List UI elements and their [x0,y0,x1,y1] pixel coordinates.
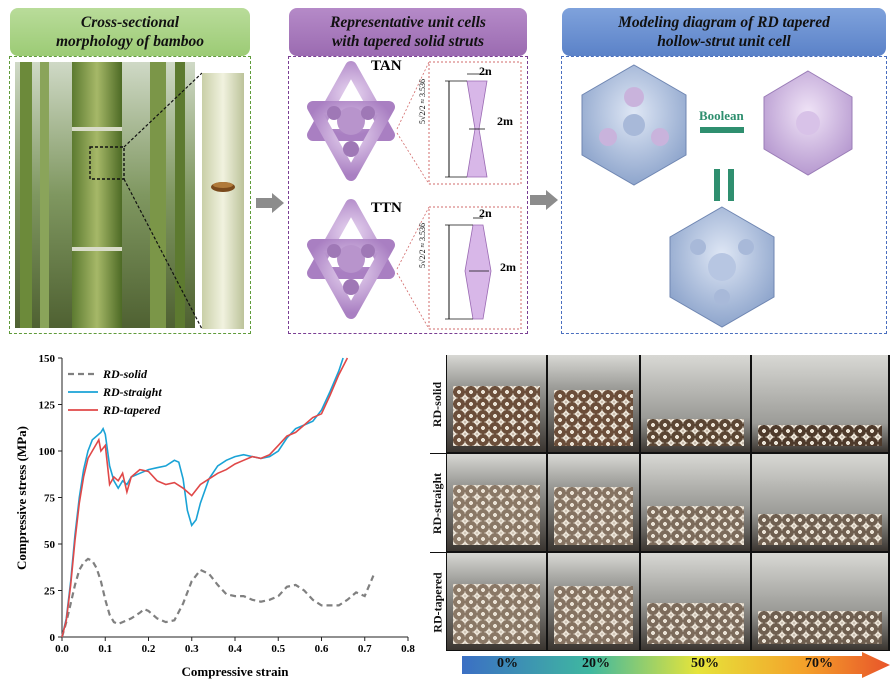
compression-photo [641,355,750,452]
specimen [554,487,633,545]
hollow-cell-outer [581,64,687,186]
arrow-right-icon [530,190,558,210]
bamboo-title-line1: Cross-sectional [80,14,180,31]
y-axis-label: Compressive stress (MPa) [14,426,29,570]
compression-photo [548,553,639,650]
compression-photo [548,355,639,452]
tan-label: TAN [371,58,402,74]
legend-label: RD-straight [102,385,162,399]
legend-label: RD-solid [102,367,148,381]
ttn-dim-2n: 2n [479,206,492,220]
unit-cells-panel-title: Representative unit cells with tapered so… [289,8,527,56]
row-label-tapered: RD-tapered [430,553,446,651]
modeling-panel-title: Modeling diagram of RD tapered hollow-str… [562,8,886,56]
bamboo-panel-title: Cross-sectional morphology of bamboo [10,8,250,56]
bamboo-panel [9,56,251,334]
unit-cells-title-line2: with tapered solid struts [331,33,484,50]
y-tick-label: 100 [39,446,56,458]
strain-label-20: 20% [582,656,610,671]
compression-photo [752,355,888,452]
series-line-rd-straight [61,357,344,638]
modeling-title-line1: Modeling diagram of RD tapered [618,14,830,31]
equals-bar-right [728,169,734,201]
ttn-label: TTN [371,200,402,216]
modeling-title-line2: hollow-strut unit cell [657,33,791,50]
x-tick-label: 0.6 [315,643,329,655]
x-tick-label: 0.1 [98,643,112,655]
strain-label-50: 50% [691,656,719,671]
strain-progress-arrow [462,652,890,678]
strain-label-70: 70% [805,656,833,671]
y-tick-label: 125 [39,400,56,412]
tan-dim-2m: 2m [497,114,513,128]
strain-label-0: 0% [497,656,518,671]
compression-photo [641,553,750,650]
compression-photo [752,454,888,551]
specimen [758,425,882,446]
tan-unit-cell [307,61,395,181]
compression-photo [641,454,750,551]
x-tick-label: 0.3 [185,643,199,655]
compression-photo [447,553,546,650]
bamboo-title-line2: morphology of bamboo [55,33,205,50]
x-tick-label: 0.5 [271,643,285,655]
specimen [647,506,744,545]
specimen [453,584,540,644]
specimen [758,514,882,545]
compression-photo [447,454,546,551]
tan-dim-height: 5√2/2 ≈ 3.536 [418,78,427,124]
hollow-cell-result [669,206,775,328]
inner-cell [763,70,853,176]
bamboo-photo [15,62,244,330]
x-tick-label: 0.4 [228,643,242,655]
arrow-right-icon [256,193,284,213]
row-label-solid: RD-solid [430,355,446,453]
minus-sign [700,127,744,133]
compression-photo [548,454,639,551]
boolean-label: Boolean [699,108,744,123]
unit-cells-title-line1: Representative unit cells [330,14,486,31]
x-axis-label: Compressive strain [181,664,289,679]
unit-cells-panel [288,56,528,334]
equals-bar-left [714,169,720,201]
row-label-straight: RD-straight [430,454,446,552]
tan-dim-2n: 2n [479,64,492,78]
ttn-dim-2m: 2m [500,260,516,274]
x-tick-label: 0.2 [142,643,156,655]
legend-label: RD-tapered [102,403,161,417]
series-line-rd-tapered [61,357,349,638]
stress-strain-chart: 0.0 0.1 0.2 0.3 0.4 0.5 0.6 0.7 0.8 0 25 50 75 100 125… [14,353,415,679]
y-tick-label: 50 [44,539,56,551]
specimen [647,603,744,644]
specimen [758,611,882,644]
specimen [453,485,540,545]
compression-photo [752,553,888,650]
modeling-panel [561,56,887,334]
y-tick-label: 0 [50,632,56,644]
y-tick-label: 150 [39,353,56,365]
specimen [647,419,744,446]
y-tick-label: 75 [44,493,56,505]
x-tick-label: 0.7 [358,643,372,655]
specimen [554,390,633,446]
compression-photo-grid: RD-solid RD-straight RD-tapered [430,355,890,651]
y-tick-label: 25 [44,586,56,598]
compression-photo [447,355,546,452]
series-line-rd-solid [60,557,375,638]
x-tick-label: 0.0 [55,643,69,655]
ttn-unit-cell [307,199,395,319]
specimen [453,386,540,446]
x-tick-label: 0.8 [401,643,415,655]
specimen [554,586,633,644]
ttn-dim-height: 5√2/2 ≈ 3.536 [418,222,427,268]
unit-cells-illustration [307,61,522,330]
modeling-illustration [581,64,853,328]
